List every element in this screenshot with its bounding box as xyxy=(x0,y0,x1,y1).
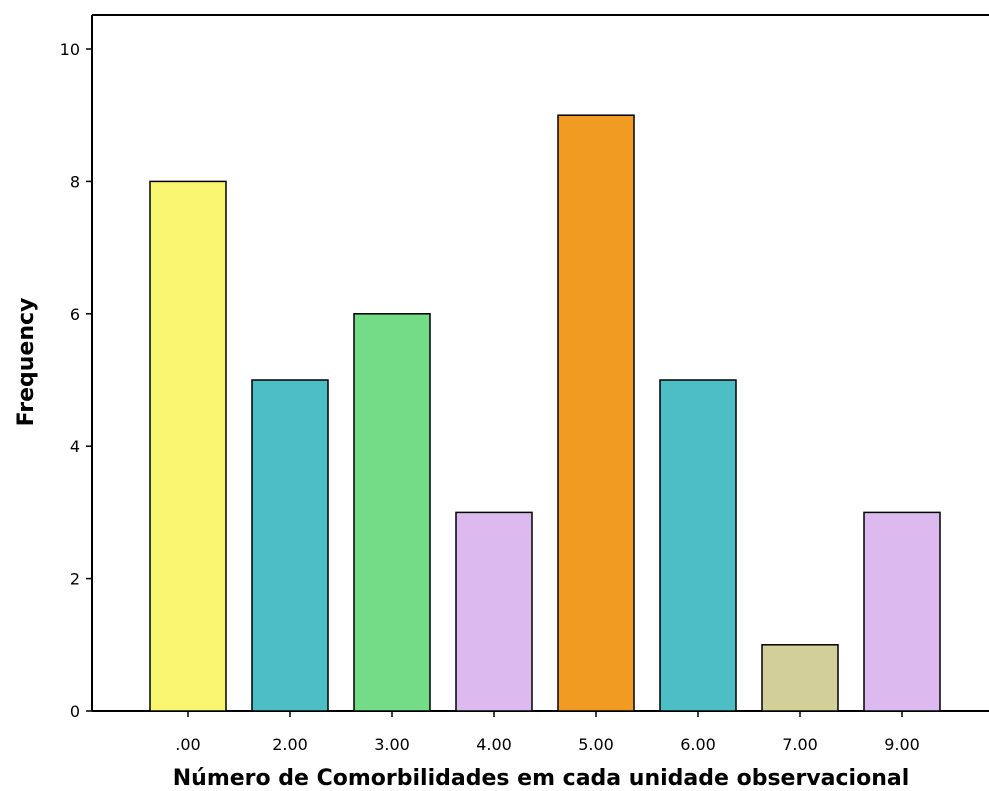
y-tick-label: 10 xyxy=(60,40,80,59)
bar xyxy=(659,379,737,712)
y-tick-label: 0 xyxy=(70,702,80,721)
x-tick-label: 5.00 xyxy=(578,735,614,754)
x-tick-label: 9.00 xyxy=(884,735,920,754)
plot-frame xyxy=(91,14,989,712)
x-axis-title: Número de Comorbilidades em cada unidade… xyxy=(173,766,910,791)
x-tick-label: 6.00 xyxy=(680,735,716,754)
x-tick-label: 4.00 xyxy=(476,735,512,754)
x-tick-label: 2.00 xyxy=(272,735,308,754)
x-tick-label: 3.00 xyxy=(374,735,410,754)
bar xyxy=(251,379,329,712)
bar xyxy=(557,114,635,712)
y-tick-label: 6 xyxy=(70,305,80,324)
bar xyxy=(863,511,941,712)
x-axis-ticks: .00 2.00 3.00 4.00 5.00 6.00 7.00 9.00 xyxy=(175,711,920,754)
x-tick-label: .00 xyxy=(175,735,200,754)
bar xyxy=(353,313,431,712)
bar xyxy=(149,180,227,712)
y-axis-ticks: 0 2 4 6 8 10 xyxy=(60,40,92,721)
bars xyxy=(149,114,941,712)
bar xyxy=(455,511,533,712)
y-tick-label: 8 xyxy=(70,172,80,191)
bar xyxy=(761,644,839,712)
y-tick-label: 4 xyxy=(70,437,80,456)
x-tick-label: 7.00 xyxy=(782,735,818,754)
y-axis-title: Frequency xyxy=(14,298,39,427)
y-tick-label: 2 xyxy=(70,570,80,589)
